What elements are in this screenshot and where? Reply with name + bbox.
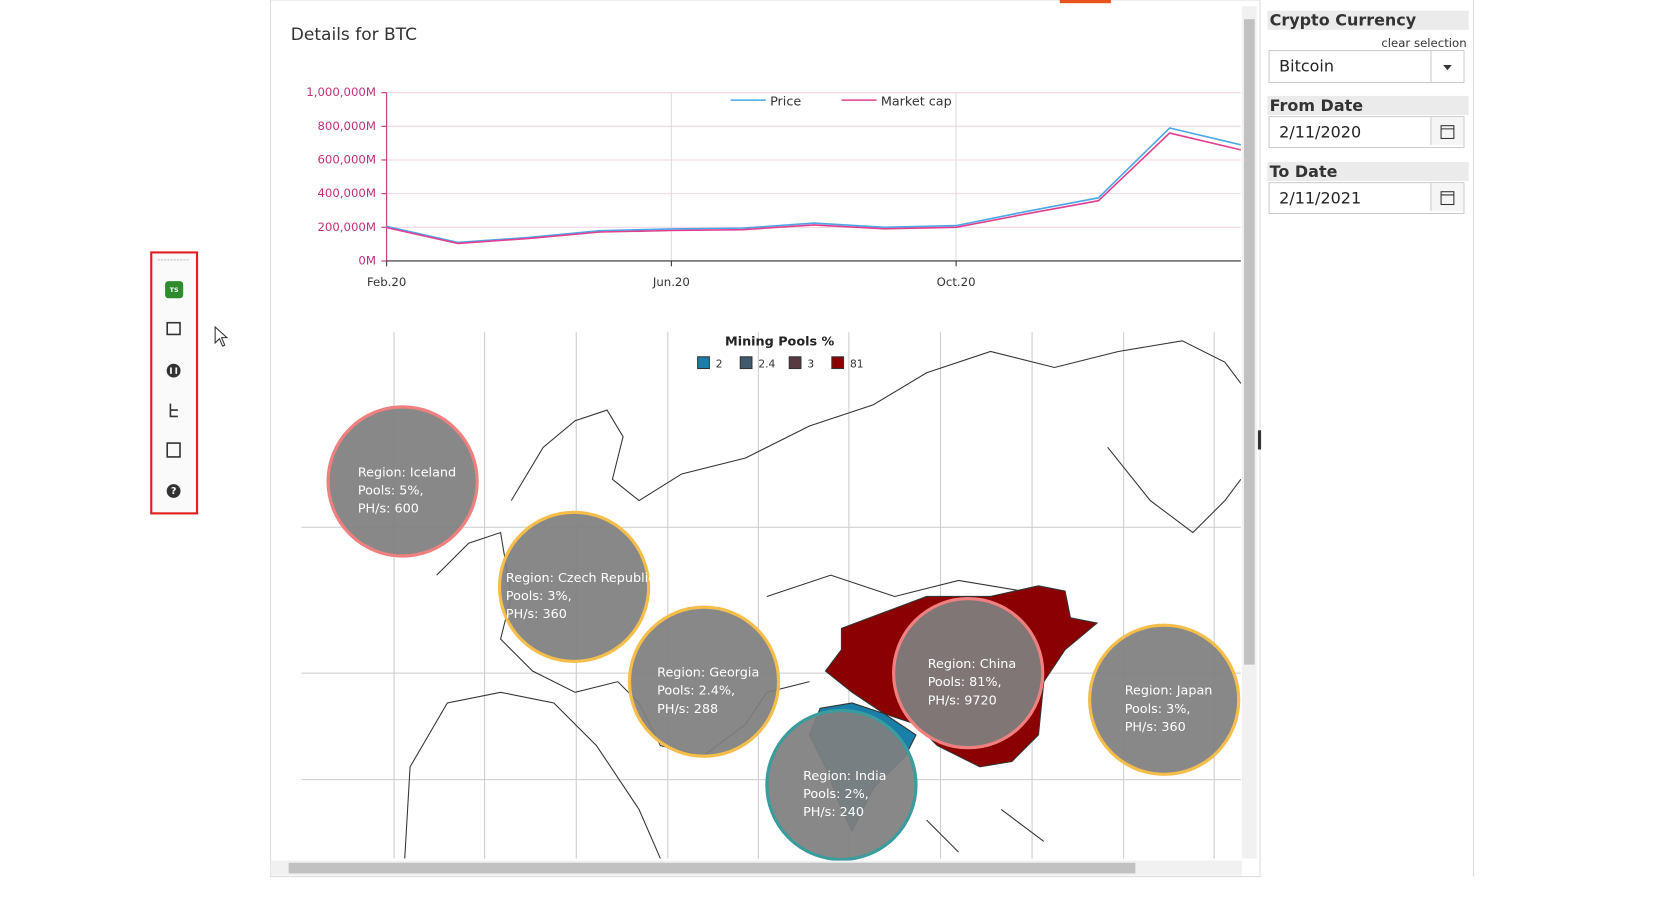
dropdown-arrow[interactable] xyxy=(1430,51,1464,83)
toolbar: TS ? xyxy=(150,251,199,515)
y-tick-label: 800,000M xyxy=(317,119,376,133)
help-icon[interactable] xyxy=(166,484,181,498)
tree-icon[interactable] xyxy=(169,403,178,418)
bubble-label: Pools: 81%, xyxy=(928,675,1002,690)
bubble-label: PH/s: 360 xyxy=(506,607,567,622)
currency-value: Bitcoin xyxy=(1279,56,1334,76)
tab-indicator xyxy=(1059,0,1111,4)
splitter[interactable] xyxy=(1257,430,1262,450)
region-bubble xyxy=(765,708,918,862)
map-legend: 2 2.4 3 81 xyxy=(697,356,864,370)
bubble-label: PH/s: 360 xyxy=(1125,720,1186,735)
legend-label: 3 xyxy=(807,357,814,370)
x-tick-label: Oct.20 xyxy=(937,275,976,289)
clear-selection[interactable]: clear selection xyxy=(1381,36,1467,51)
bubble-label: Pools: 2%, xyxy=(803,787,869,802)
bubble-label: Pools: 3%, xyxy=(1125,702,1191,717)
bubble-label: PH/s: 240 xyxy=(803,805,864,820)
from-input[interactable]: 2/11/2020 xyxy=(1268,116,1465,149)
legend-swatch xyxy=(788,356,802,370)
legend-label: Price xyxy=(770,95,801,110)
region-bubble xyxy=(326,405,479,558)
ts-icon[interactable] xyxy=(165,281,184,299)
to-value: 2/11/2021 xyxy=(1279,188,1362,208)
y-tick-label: 600,000M xyxy=(317,152,376,166)
y-tick-label: 0M xyxy=(358,253,376,267)
series-line xyxy=(386,132,1242,245)
bubble-label: Region: Iceland xyxy=(358,465,456,480)
bubble-label: Region: Czech Republic xyxy=(506,571,655,586)
bubbles: Region: Iceland Pools: 5%, PH/s: 600 Region… xyxy=(326,405,1241,862)
legend-label: 81 xyxy=(850,357,864,370)
legend-label: 2.4 xyxy=(758,357,775,370)
y-tick-label: 200,000M xyxy=(317,220,376,234)
v-scroll-thumb[interactable] xyxy=(1244,19,1255,665)
y-tick-label: 1,000,000M xyxy=(306,85,376,99)
currency-title: Crypto Currency xyxy=(1267,10,1469,30)
bubble-label: Region: Japan xyxy=(1125,684,1213,699)
bubble-label: PH/s: 9720 xyxy=(928,693,997,708)
select-icon[interactable] xyxy=(166,321,181,336)
bubble-label: Pools: 5%, xyxy=(358,484,424,499)
legend-label: Market cap xyxy=(881,95,952,110)
to-input[interactable]: 2/11/2021 xyxy=(1268,182,1465,215)
from-value: 2/11/2020 xyxy=(1279,122,1362,142)
pause-bars xyxy=(170,367,178,374)
bubble-label: Region: China xyxy=(928,657,1017,672)
from-calendar[interactable] xyxy=(1430,117,1464,145)
line-chart: 0M 200,000M 400,000M 600,000M 800,000M 1,000,… xyxy=(306,85,1242,289)
legend-label: 2 xyxy=(716,357,723,370)
pause-icon[interactable] xyxy=(166,363,181,378)
series-line xyxy=(386,127,1242,244)
legend-swatch xyxy=(831,356,845,370)
from-title: From Date xyxy=(1267,95,1469,116)
h-scroll-thumb[interactable] xyxy=(288,862,1136,874)
bubble-label: Pools: 3%, xyxy=(506,589,572,604)
to-calendar[interactable] xyxy=(1430,183,1464,211)
ts-badge: TS xyxy=(170,286,179,294)
region-bubble xyxy=(892,596,1045,750)
legend-swatch xyxy=(697,356,710,370)
bubble-label: PH/s: 600 xyxy=(358,502,419,517)
region-bubble xyxy=(1087,623,1241,776)
bubble-label: Pools: 2.4%, xyxy=(657,684,735,699)
bubble-label: Region: Georgia xyxy=(657,666,759,681)
currency-select[interactable]: Bitcoin xyxy=(1268,50,1465,84)
region-bubble xyxy=(627,605,781,758)
sidebar: Crypto Currency clear selection Bitcoin … xyxy=(1262,0,1475,877)
bubble-label: Region: India xyxy=(803,769,886,784)
help-glyph: ? xyxy=(171,486,177,497)
map-legend-title: Mining Pools % xyxy=(725,334,835,349)
chart-title: Details for BTC xyxy=(291,25,417,45)
cursor xyxy=(214,325,229,347)
map: Region: Iceland Pools: 5%, PH/s: 600 Region… xyxy=(301,332,1242,862)
bubble-label: PH/s: 288 xyxy=(657,702,718,717)
x-tick-label: Feb.20 xyxy=(367,275,406,289)
legend-swatch xyxy=(739,356,753,370)
y-tick-label: 400,000M xyxy=(317,186,376,200)
layout-icon[interactable] xyxy=(166,442,181,458)
to-title: To Date xyxy=(1267,161,1469,182)
region-bubble xyxy=(497,510,651,664)
x-tick-label: Jun.20 xyxy=(652,275,690,289)
